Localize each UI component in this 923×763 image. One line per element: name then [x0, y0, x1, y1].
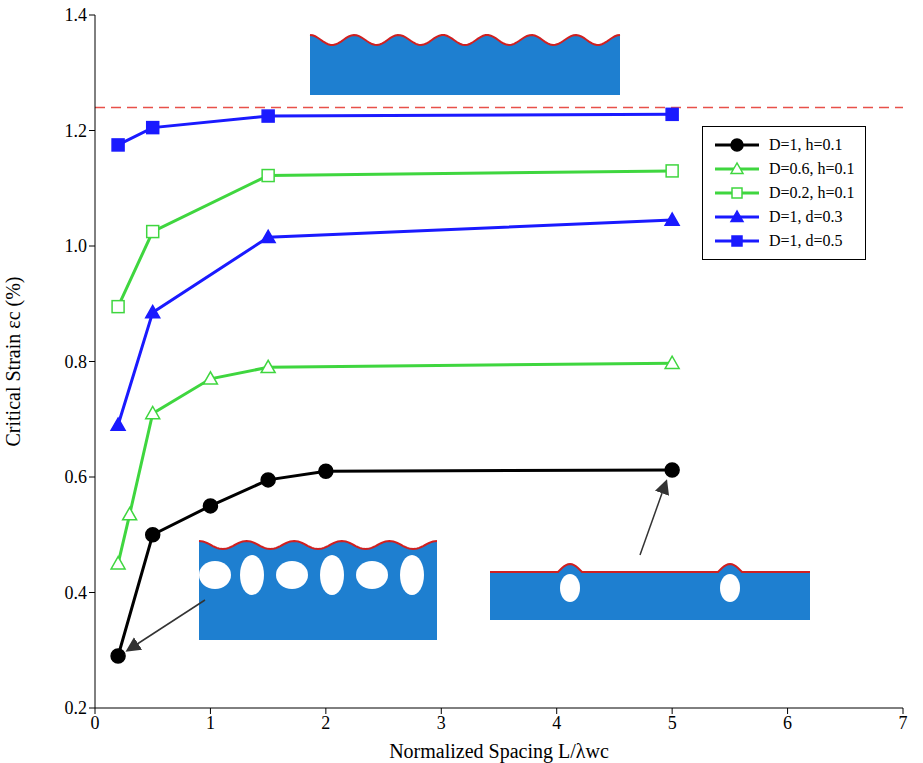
svg-text:4: 4: [552, 713, 561, 733]
svg-text:Critical Strain εc (%): Critical Strain εc (%): [2, 276, 25, 446]
svg-text:3: 3: [437, 713, 446, 733]
svg-text:1: 1: [206, 713, 215, 733]
svg-text:5: 5: [668, 713, 677, 733]
html-text:D=1, d=0.5: D=1, d=0.5: [769, 232, 843, 249]
html-text:D=0.6, h=0.1: D=0.6, h=0.1: [769, 160, 855, 177]
html-text:D=1, h=0.1: D=1, h=0.1: [769, 136, 843, 153]
svg-text:2: 2: [321, 713, 330, 733]
svg-text:0: 0: [91, 713, 100, 733]
svg-text:Normalized Spacing L/λwc: Normalized Spacing L/λwc: [389, 740, 609, 763]
html-text:D=0.2, h=0.1: D=0.2, h=0.1: [769, 184, 855, 201]
svg-text:1.0: 1.0: [65, 236, 88, 256]
svg-text:0.8: 0.8: [65, 352, 88, 372]
svg-text:1.2: 1.2: [65, 121, 88, 141]
svg-text:1.4: 1.4: [65, 5, 88, 25]
svg-text:0.4: 0.4: [65, 583, 88, 603]
svg-text:0.2: 0.2: [65, 698, 88, 718]
svg-text:6: 6: [783, 713, 792, 733]
svg-text:0.6: 0.6: [65, 467, 88, 487]
svg-text:7: 7: [899, 713, 908, 733]
html-text:D=1, d=0.3: D=1, d=0.3: [769, 208, 843, 225]
